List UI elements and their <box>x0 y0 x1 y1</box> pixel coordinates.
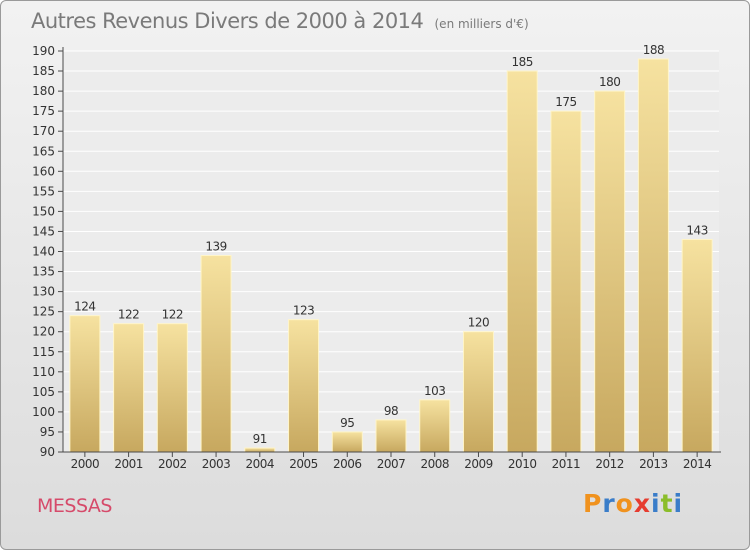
y-tick-label: 155 <box>32 184 55 198</box>
x-tick-label: 2002 <box>158 457 187 471</box>
data-label: 98 <box>384 404 398 418</box>
data-label: 122 <box>118 308 139 322</box>
data-label: 175 <box>555 95 576 109</box>
x-tick-label: 2004 <box>246 457 275 471</box>
bar <box>594 90 626 453</box>
x-tick-label: 2006 <box>333 457 362 471</box>
bar <box>681 238 713 453</box>
data-label: 143 <box>686 223 707 237</box>
y-tick-label: 130 <box>32 285 55 299</box>
y-tick-label: 175 <box>32 104 55 118</box>
data-label: 139 <box>205 240 226 254</box>
data-label: 91 <box>253 432 267 446</box>
x-tick-label: 2014 <box>683 457 712 471</box>
data-label: 122 <box>162 308 183 322</box>
bar <box>288 319 320 453</box>
logo-letter: i <box>651 489 661 518</box>
x-tick-label: 2013 <box>639 457 668 471</box>
logo-letter: P <box>583 489 603 518</box>
bar <box>156 323 188 453</box>
data-label: 95 <box>340 416 354 430</box>
logo-letter: t <box>660 489 674 518</box>
y-tick-label: 95 <box>40 425 55 439</box>
y-tick-label: 180 <box>32 84 55 98</box>
bar <box>637 58 669 453</box>
x-tick-label: 2003 <box>202 457 231 471</box>
x-tick-label: 2005 <box>289 457 318 471</box>
y-tick-label: 165 <box>32 144 55 158</box>
x-tick-label: 2009 <box>464 457 493 471</box>
data-label: 103 <box>424 384 445 398</box>
y-tick-label: 160 <box>32 164 55 178</box>
data-label: 123 <box>293 304 314 318</box>
data-label: 124 <box>74 300 95 314</box>
y-tick-label: 105 <box>32 385 55 399</box>
y-tick-label: 185 <box>32 64 55 78</box>
bar <box>550 110 582 453</box>
x-tick-label: 2012 <box>595 457 624 471</box>
data-label: 180 <box>599 75 620 89</box>
bar <box>462 331 494 453</box>
bar <box>113 323 145 453</box>
bar <box>244 447 276 453</box>
x-tick-label: 2011 <box>552 457 581 471</box>
x-tick-label: 2010 <box>508 457 537 471</box>
logo-letter: i <box>673 489 684 518</box>
chart-subtitle: (en milliers d'€) <box>434 17 529 31</box>
title-block: Autres Revenus Divers de 2000 à 2014 (en… <box>31 9 529 33</box>
y-tick-label: 100 <box>32 405 55 419</box>
bar <box>331 431 363 453</box>
y-tick-label: 190 <box>32 44 55 58</box>
bar <box>69 315 101 453</box>
town-name: MESSAS <box>37 495 112 517</box>
data-label: 188 <box>643 43 664 57</box>
x-tick-label: 2008 <box>420 457 449 471</box>
chart-title: Autres Revenus Divers de 2000 à 2014 <box>31 9 424 33</box>
x-tick-label: 2007 <box>377 457 406 471</box>
y-tick-label: 170 <box>32 124 55 138</box>
x-tick-label: 2001 <box>114 457 143 471</box>
bar <box>419 399 451 453</box>
y-tick-label: 145 <box>32 224 55 238</box>
logo-letter: o <box>615 489 634 518</box>
y-tick-label: 110 <box>32 365 55 379</box>
data-label: 185 <box>511 55 532 69</box>
bar <box>506 70 538 453</box>
data-label: 120 <box>468 316 489 330</box>
y-tick-label: 90 <box>40 445 55 459</box>
bar <box>375 419 407 453</box>
y-tick-label: 150 <box>32 204 55 218</box>
bar <box>200 255 232 453</box>
y-tick-label: 125 <box>32 305 55 319</box>
y-tick-label: 140 <box>32 245 55 259</box>
y-tick-label: 120 <box>32 325 55 339</box>
proxiti-logo: Proxiti <box>583 489 683 518</box>
logo-letter: r <box>602 489 616 518</box>
logo-letter: x <box>633 489 651 518</box>
y-tick-label: 135 <box>32 265 55 279</box>
y-tick-label: 115 <box>32 345 55 359</box>
x-tick-label: 2000 <box>71 457 100 471</box>
